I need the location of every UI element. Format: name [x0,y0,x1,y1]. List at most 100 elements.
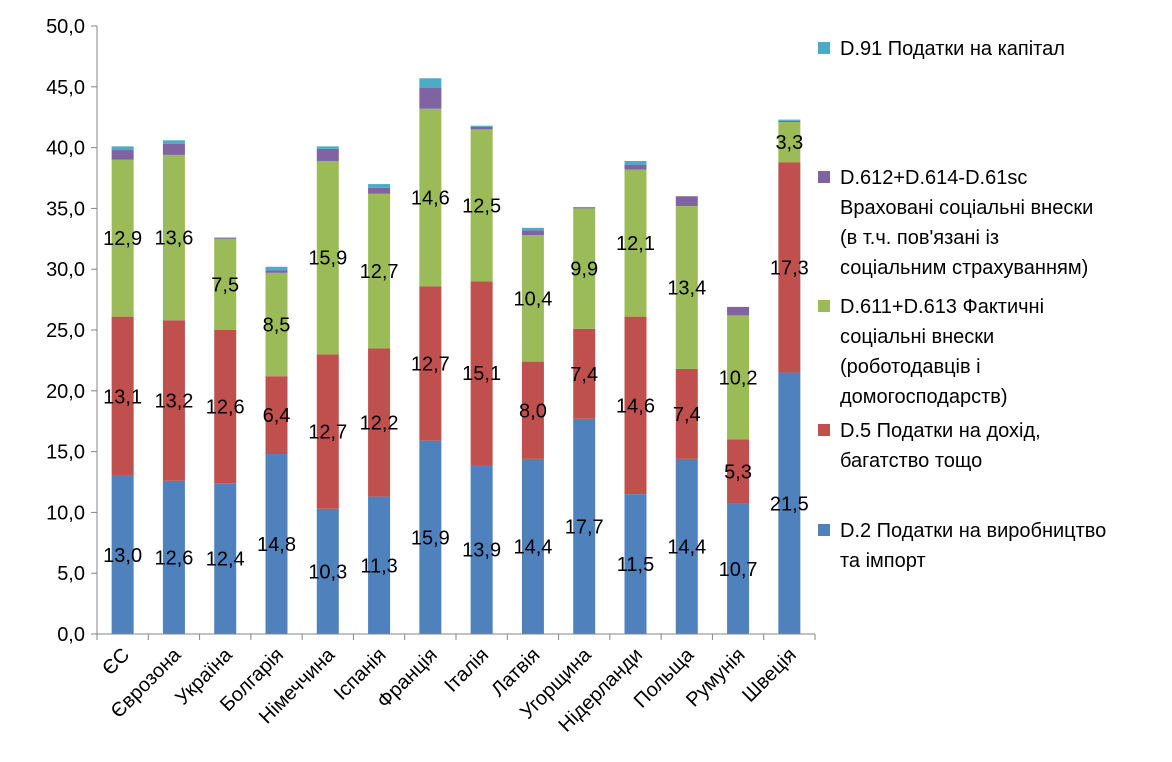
legend-item: D.91 Податки на капітал [818,34,1170,64]
data-label: 13,6 [154,228,193,250]
y-tick-label: 50,0 [46,16,85,38]
legend-swatch [818,300,830,312]
data-label: 10,4 [513,288,552,310]
bar-segment [214,483,237,634]
data-label: 12,2 [360,412,399,434]
data-label: 11,5 [617,554,654,576]
bar-segment [214,330,237,484]
bar-segment [778,372,801,634]
bar-segment [778,162,801,373]
bar-segment [470,281,493,465]
data-label: 12,6 [154,547,193,569]
bar-segment [624,494,647,634]
bar-segment [419,78,442,89]
y-tick-label: 25,0 [46,320,85,342]
bar-segment [214,238,237,330]
data-label: 14,4 [513,536,552,558]
bar-segment [778,119,801,121]
bar-segment [368,184,391,188]
bar-segment [419,108,442,287]
bar-segment [521,227,544,231]
bar-segment [265,272,288,377]
bar-segment [521,230,544,236]
data-labels: 13,0 13,1 12,9 12,6 13,2 13,6 12,4 12,6 7,5 14,8 6… [103,132,809,583]
bar-segment [727,306,750,316]
data-label: 14,4 [667,536,706,558]
x-tick-label: Швеція [738,644,801,707]
legend-swatch [818,424,830,436]
bar-segment [675,368,698,459]
y-axis-ticks: 0,0 5,0 10,0 15,0 20,0 25,0 30,0 35,0 40,0 45,0 50… [46,16,97,646]
y-tick-label: 45,0 [46,77,85,99]
bar-segment [727,315,750,440]
bar-segment [368,496,391,634]
bar-segment [778,120,801,123]
bar-segment [265,266,288,271]
y-tick-label: 40,0 [46,138,85,160]
bar-segment [368,348,391,497]
y-tick-label: 15,0 [46,442,85,464]
bar-segment [675,196,698,206]
bar-segment [727,503,750,634]
data-label: 12,9 [103,228,142,250]
legend-item: D.611+D.613 Фактичні соціальні внески (р… [818,292,1170,412]
bar-segment [316,508,339,634]
bar-segment [111,159,134,317]
bar-segment [470,129,493,282]
y-tick-label: 20,0 [46,381,85,403]
data-label: 8,5 [263,315,291,337]
data-label: 12,7 [308,422,347,444]
bar-segment [624,316,647,495]
legend-item: D.2 Податки на виробництво та імпорт [818,516,1170,576]
bar-segment [111,475,134,634]
data-label: 13,2 [154,391,193,413]
data-label: 12,1 [616,233,655,255]
bar-segment [162,140,185,144]
bar-segment [316,354,339,509]
data-label: 17,7 [565,516,604,538]
bar-segment [624,160,647,165]
y-tick-label: 10,0 [46,502,85,524]
bar-segment [624,169,647,317]
y-tick-label: 5,0 [57,563,85,585]
bar-segment [778,122,801,163]
data-label: 13,4 [667,277,706,299]
bar-segment [419,88,442,109]
bar-segment [573,207,596,209]
y-tick-label: 0,0 [57,624,85,646]
bar-segment [111,150,134,160]
bar-segment [573,418,596,634]
data-label: 14,8 [257,534,296,556]
data-label: 14,6 [411,187,450,209]
bar-segment [162,154,185,321]
data-label: 15,9 [308,248,347,270]
bar-segment [470,126,493,130]
bar-segment [111,316,134,476]
bars [111,78,801,634]
data-label: 3,3 [775,132,803,154]
data-label: 10,7 [719,559,758,581]
data-label: 12,4 [206,549,245,571]
legend-swatch [818,171,830,183]
data-label: 13,9 [462,539,501,561]
bar-segment [111,146,134,151]
bar-segment [573,328,596,419]
bar-segment [316,148,339,161]
bar-segment [162,320,185,481]
bar-segment [419,440,442,634]
bar-segment [521,235,544,362]
data-label: 7,4 [673,404,701,426]
data-label: 10,3 [308,561,347,583]
bar-segment [675,205,698,369]
legend-label: D.5 Податки на дохід, багатство тощо [840,420,1041,472]
y-tick-label: 35,0 [46,198,85,220]
bar-segment [521,361,544,459]
y-tick-label: 30,0 [46,259,85,281]
bar-segment [419,286,442,441]
data-label: 8,0 [519,400,547,422]
bar-segment [214,237,237,239]
legend-swatch [818,524,830,536]
data-label: 17,3 [770,257,809,279]
bar-segment [624,164,647,170]
legend-label: D.2 Податки на виробництво та імпорт [840,520,1107,572]
